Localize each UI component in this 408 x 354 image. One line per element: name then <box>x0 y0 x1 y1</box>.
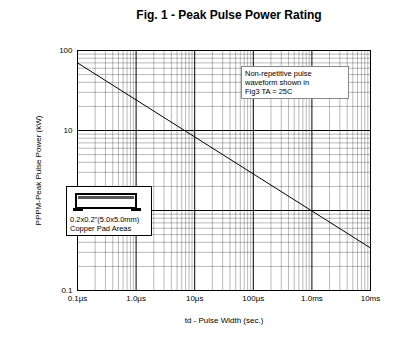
svg-text:0.1: 0.1 <box>61 286 73 296</box>
svg-text:1.0ms: 1.0ms <box>301 294 323 303</box>
svg-text:100µs: 100µs <box>242 294 264 303</box>
html-text:Non-repetitive pulse waveform: Non-repetitive pulse waveform shown in F… <box>245 69 312 96</box>
svg-text:10: 10 <box>64 126 73 135</box>
svg-text:td - Pulse Width (sec.): td - Pulse Width (sec.) <box>185 316 264 325</box>
svg-text:100: 100 <box>59 46 73 55</box>
svg-text:1.0µs: 1.0µs <box>126 294 146 303</box>
html-text:0.2x0.2"(5.0x5.0mm) Copper Pad: 0.2x0.2"(5.0x5.0mm) Copper Pad Areas <box>70 215 140 233</box>
svg-text:0.1µs: 0.1µs <box>68 294 88 303</box>
svg-text:PPPM-Peak Pulse Power (kW): PPPM-Peak Pulse Power (kW) <box>34 115 43 225</box>
svg-text:10µs: 10µs <box>186 294 204 303</box>
svg-text:10ms: 10ms <box>361 294 381 303</box>
html-text:Fig. 1 - Peak Pulse Power Rati: Fig. 1 - Peak Pulse Power Rating <box>136 8 322 22</box>
